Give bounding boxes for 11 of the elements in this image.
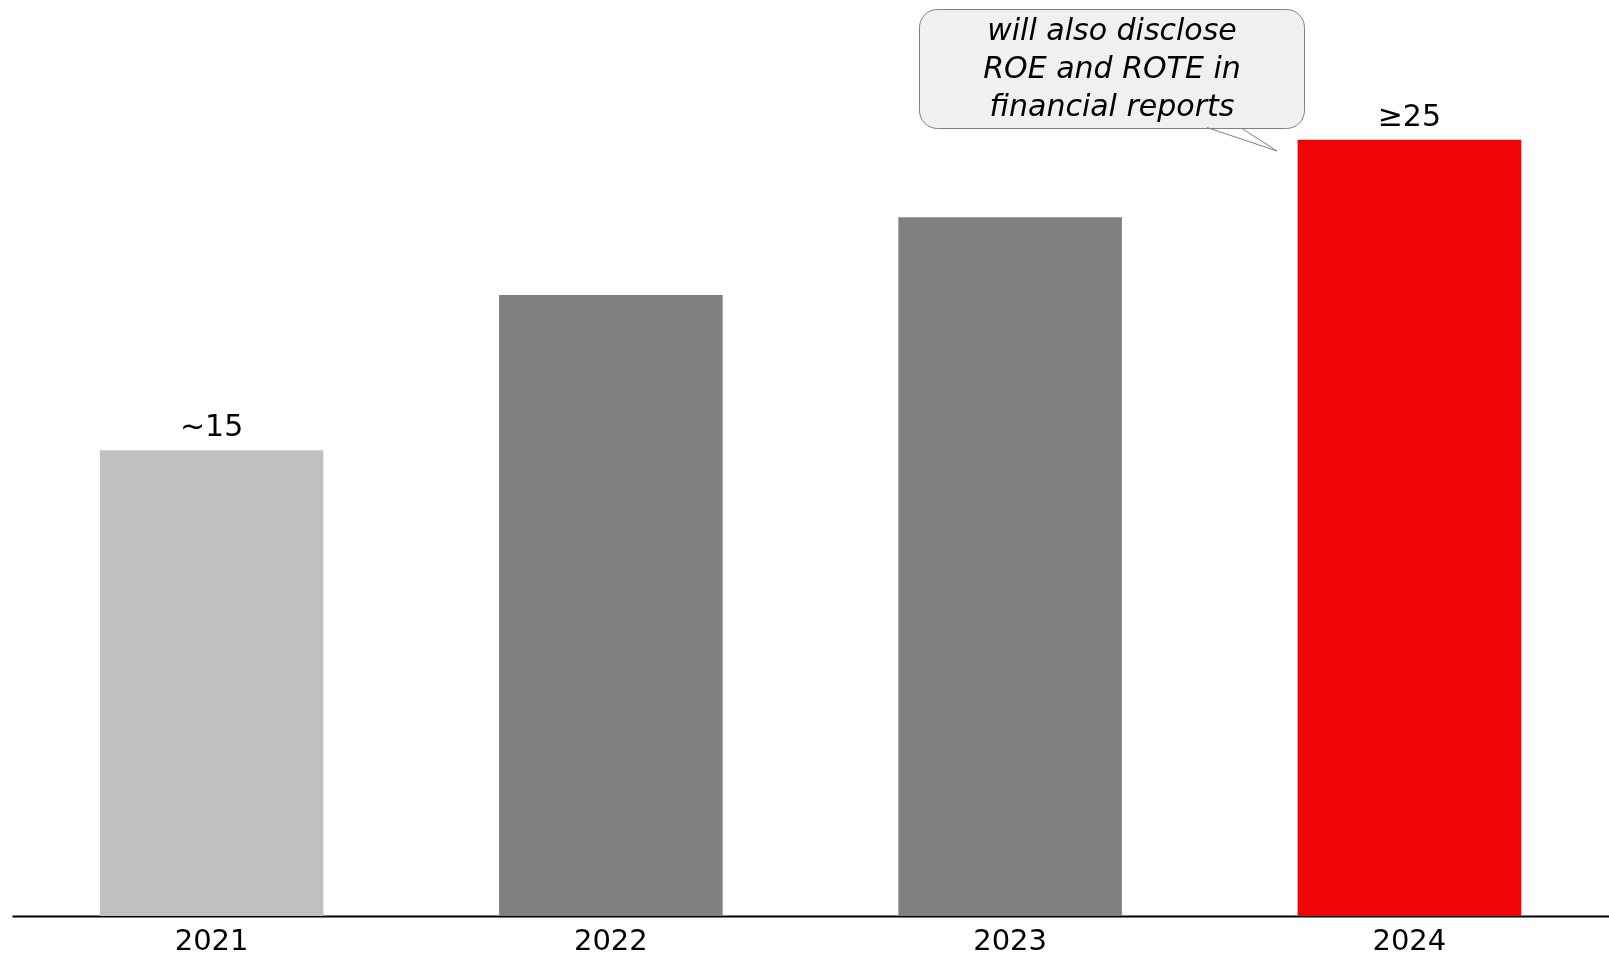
bar [898,217,1122,916]
text: will also disclose ROE and ROTE in financial reports [983,12,1241,123]
x-tick-label: 2021 [174,922,249,957]
x-tick-label: 2022 [573,922,648,957]
bar [499,294,723,916]
data-label: ~15 [179,408,244,444]
x-tick-label: 2024 [1372,922,1447,957]
bar [1297,139,1522,916]
bar [99,450,324,916]
data-label: ≥25 [1377,97,1442,133]
x-tick-label: 2023 [973,922,1048,957]
